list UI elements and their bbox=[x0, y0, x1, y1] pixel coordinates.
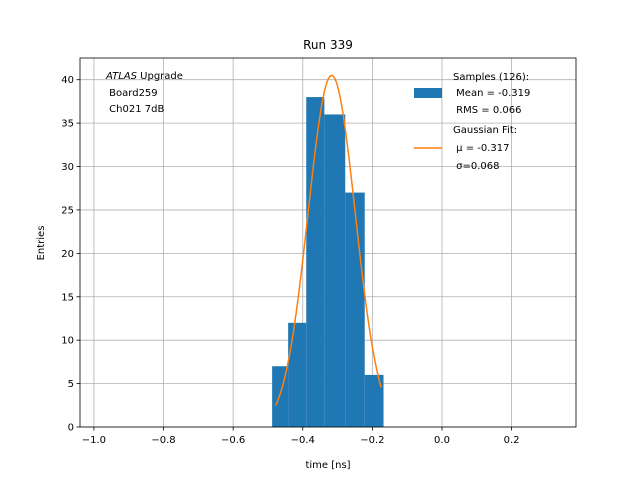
histogram-bar bbox=[364, 374, 384, 427]
histogram-bar bbox=[288, 322, 307, 427]
annotation-atlas: ATLAS bbox=[105, 71, 138, 82]
y-tick-label: 20 bbox=[61, 249, 74, 260]
y-axis-ticks: 0 5 10 15 20 25 30 35 40 bbox=[61, 75, 80, 434]
legend-fit-mu: μ = -0.317 bbox=[453, 143, 510, 154]
y-tick-label: 35 bbox=[61, 119, 74, 130]
annotation-upgrade: Upgrade bbox=[137, 71, 183, 82]
gaussian-fit-curve bbox=[274, 74, 382, 406]
x-tick-label: 0.0 bbox=[434, 435, 450, 446]
legend-histogram-rms: RMS = 0.066 bbox=[453, 105, 521, 116]
y-tick-label: 10 bbox=[61, 336, 74, 347]
chart-title: Run 339 bbox=[303, 38, 353, 52]
histogram-bar bbox=[306, 97, 325, 427]
x-tick-label: 0.2 bbox=[504, 435, 520, 446]
x-tick-label: −1.0 bbox=[82, 435, 106, 446]
x-tick-label: −0.8 bbox=[151, 435, 175, 446]
x-tick-label: −0.2 bbox=[360, 435, 384, 446]
y-axis-label: Entries bbox=[36, 226, 47, 261]
histogram-bar bbox=[324, 114, 346, 427]
y-tick-label: 25 bbox=[61, 205, 74, 216]
annotation-line-3: Ch021 7dB bbox=[106, 104, 164, 115]
annotation-line-2: Board259 bbox=[106, 88, 158, 99]
y-tick-label: 40 bbox=[61, 75, 74, 86]
histogram-bar bbox=[345, 192, 365, 427]
legend-histogram-label: Samples (126): bbox=[453, 72, 529, 83]
y-tick-label: 5 bbox=[68, 379, 74, 390]
legend-fit-label: Gaussian Fit: bbox=[453, 125, 517, 136]
y-tick-label: 15 bbox=[61, 292, 74, 303]
legend-histogram-swatch bbox=[414, 88, 442, 98]
annotation-line-1: ATLAS Upgrade bbox=[105, 71, 183, 82]
x-tick-label: −0.4 bbox=[291, 435, 315, 446]
x-tick-label: −0.6 bbox=[221, 435, 245, 446]
legend-histogram-mean: Mean = -0.319 bbox=[453, 88, 530, 99]
x-axis-ticks: −1.0 −0.8 −0.6 −0.4 −0.2 0.0 0.2 bbox=[82, 427, 520, 446]
x-axis-label: time [ns] bbox=[305, 460, 350, 471]
y-tick-label: 30 bbox=[61, 162, 74, 173]
legend-fit-sigma: σ=0.068 bbox=[453, 161, 500, 172]
atlas-annotation: ATLAS Upgrade Board259 Ch021 7dB bbox=[105, 71, 183, 115]
legend: Samples (126): Mean = -0.319 RMS = 0.066… bbox=[414, 72, 530, 172]
y-tick-label: 0 bbox=[68, 423, 74, 434]
histogram-bars bbox=[272, 97, 384, 427]
plot-frame bbox=[79, 57, 577, 428]
